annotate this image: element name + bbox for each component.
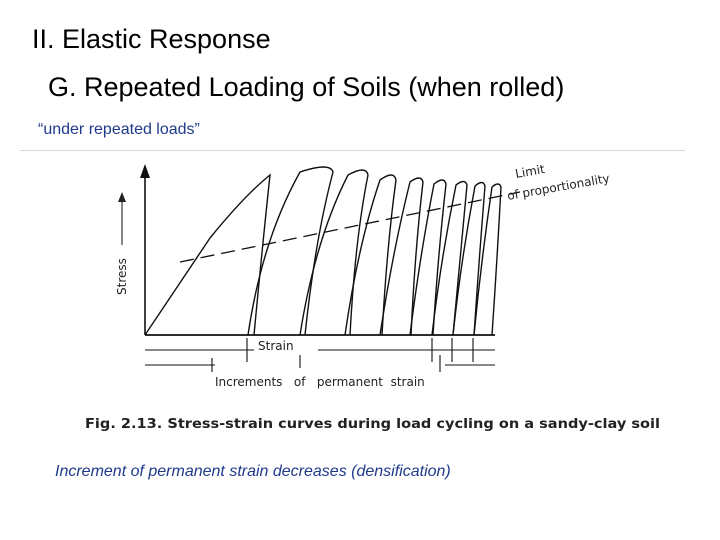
strain-dimension <box>145 338 495 362</box>
y-label-arrowhead <box>118 192 126 202</box>
loop-7 <box>431 180 468 336</box>
loop-5 <box>379 177 424 336</box>
stress-strain-diagram: Stress Limit of proportionality <box>85 162 660 432</box>
stress-strain-figure: Stress Limit of proportionality <box>0 150 720 450</box>
increments-label: Increments of permanent strain <box>215 375 425 389</box>
loop-3 <box>299 169 369 336</box>
strain-label-bg <box>254 338 318 354</box>
limit-label-line1: Limit <box>514 162 546 181</box>
x-axis-label: Strain <box>258 339 294 353</box>
slide-title: II. Elastic Response <box>32 24 271 54</box>
slide-subtitle: G. Repeated Loading of Soils (when rolle… <box>48 72 565 102</box>
y-axis-arrowhead <box>140 164 150 178</box>
figure-caption: Fig. 2.13. Stress-strain curves during l… <box>85 417 660 432</box>
bottom-note: Increment of permanent strain decreases … <box>55 463 451 480</box>
loop-4 <box>344 174 397 336</box>
limit-of-proportionality-line <box>179 191 521 263</box>
loop-9 <box>473 183 502 336</box>
increments-dimension <box>145 355 495 372</box>
quote-caption: “under repeated loads” <box>38 121 200 138</box>
loop-8 <box>452 181 486 336</box>
divider-line <box>20 150 685 151</box>
loop-6 <box>409 179 447 336</box>
y-axis-label: Stress <box>115 258 129 295</box>
hysteresis-loops <box>144 166 502 336</box>
loop-2 <box>247 166 334 336</box>
loop-1 <box>144 173 271 336</box>
